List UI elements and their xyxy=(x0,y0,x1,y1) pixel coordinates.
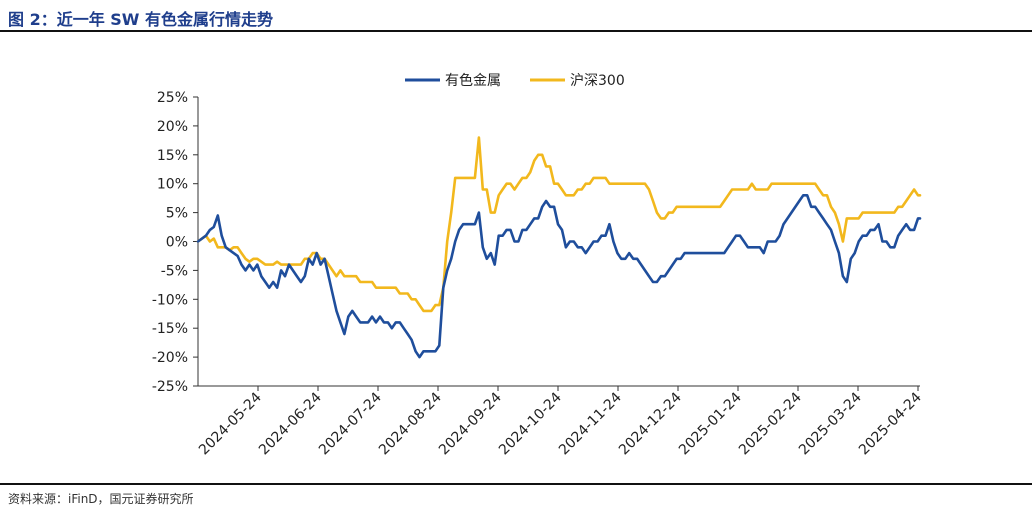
series-line-nonferrous xyxy=(196,194,922,359)
x-tick-label: 2024-07-24 xyxy=(316,389,385,458)
x-tick-label: 2024-11-24 xyxy=(556,389,625,458)
legend-item-nonferrous-label: 有色金属 xyxy=(445,72,501,89)
y-tick-label: 10% xyxy=(157,177,188,193)
y-axis-ticks: 25% 20% 15% 10% 5% 0% -5% -10% -15% -20% -25% xyxy=(152,90,198,395)
y-tick-label: -20% xyxy=(152,350,188,366)
legend: 有色金属 沪深300 xyxy=(405,72,625,89)
x-tick-label: 2025-02-24 xyxy=(736,389,805,458)
x-tick-label: 2025-01-24 xyxy=(676,389,745,458)
bottom-rule xyxy=(0,483,1032,485)
x-tick-label: 2025-04-24 xyxy=(856,389,925,458)
y-tick-label: 0% xyxy=(166,235,188,251)
top-rule xyxy=(0,30,1032,32)
legend-item-csi300-label: 沪深300 xyxy=(570,73,625,89)
y-tick-label: -5% xyxy=(161,263,188,279)
y-tick-label: 20% xyxy=(157,119,188,135)
y-tick-label: -15% xyxy=(152,321,188,337)
y-tick-label: 15% xyxy=(157,148,188,164)
y-tick-label: -25% xyxy=(152,379,188,395)
axes xyxy=(197,97,920,387)
x-tick-label: 2024-12-24 xyxy=(616,389,685,458)
figure-title: 图 2：近一年 SW 有色金属行情走势 xyxy=(8,10,274,29)
y-tick-label: 25% xyxy=(157,90,188,106)
y-tick-label: 5% xyxy=(166,206,188,222)
y-tick-label: -10% xyxy=(152,292,188,308)
x-tick-label: 2024-10-24 xyxy=(496,389,565,458)
series-lines xyxy=(196,136,922,359)
source-note: 资料来源：iFinD，国元证券研究所 xyxy=(8,492,194,506)
x-tick-label: 2024-08-24 xyxy=(376,389,445,458)
x-tick-label: 2024-05-24 xyxy=(196,389,265,458)
x-axis-ticks: 2024-05-242024-06-242024-07-242024-08-24… xyxy=(196,386,925,458)
x-tick-label: 2025-03-24 xyxy=(796,389,865,458)
x-tick-label: 2024-06-24 xyxy=(256,389,325,458)
x-tick-label: 2024-09-24 xyxy=(436,389,505,458)
